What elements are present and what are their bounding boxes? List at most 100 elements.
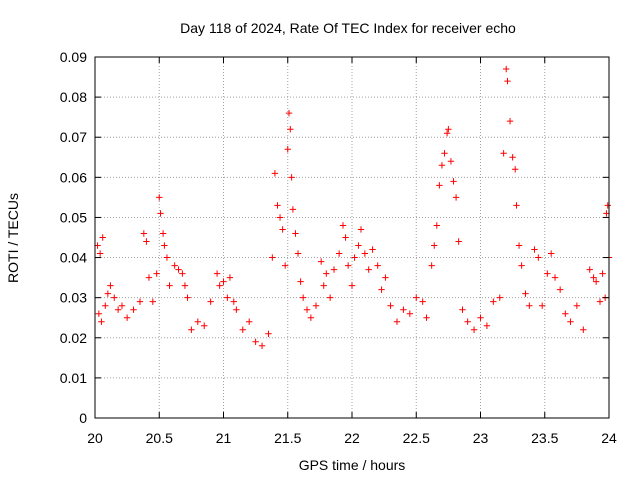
data-point [279,226,286,233]
data-point [509,154,516,161]
y-tick-label: 0.05 [60,209,87,225]
data-point [436,182,443,189]
x-tick-label: 23 [473,430,489,446]
data-point [506,117,514,125]
y-tick-label: 0.03 [60,290,87,306]
data-point [431,242,438,249]
data-point [163,254,171,261]
data-point [216,282,223,289]
data-point [96,250,104,257]
data-point [382,274,389,281]
y-tick-label: 0.01 [60,370,87,386]
data-point [297,278,304,285]
data-point [149,298,157,305]
data-point [522,290,529,297]
data-point [342,234,349,241]
data-point [592,278,600,285]
data-point [246,318,253,325]
data-point [387,302,394,309]
data-point [455,238,462,245]
data-point [292,230,299,237]
data-point [175,266,182,273]
data-point [111,294,118,301]
data-point [445,126,452,133]
data-point [526,302,533,309]
data-point [284,146,291,153]
data-point [285,109,293,117]
grid-lines [95,57,609,418]
data-point [500,150,507,157]
data-point [99,234,106,241]
data-point [220,278,227,285]
data-point [224,294,231,301]
data-point [369,246,376,253]
data-point [511,166,519,173]
data-point [239,326,246,333]
data-point [365,266,372,273]
data-point [276,214,284,221]
data-point [504,77,511,85]
data-point [207,298,214,305]
data-point [317,258,325,265]
data-point [513,202,520,209]
data-points [94,65,613,349]
data-point [95,310,103,317]
data-point [258,342,266,349]
data-point [547,250,555,257]
x-tick-label: 21.5 [274,430,301,446]
data-point [496,294,503,301]
data-point [330,266,338,273]
data-point [339,222,347,229]
x-tick-label: 20 [87,430,103,446]
data-point [104,290,112,297]
data-point [348,282,356,289]
data-point [287,126,294,133]
data-point [433,222,441,229]
data-point [289,206,297,213]
data-point [143,238,150,245]
data-point [326,294,334,301]
data-point [450,178,457,185]
data-point [419,298,426,305]
data-point [188,326,195,333]
data-point [596,298,604,305]
data-point [562,310,569,317]
y-tick-label: 0.04 [60,250,87,266]
chart-title: Day 118 of 2024, Rate Of TEC Index for r… [180,20,516,36]
x-axis-ticks: 20 20.5 21 21.5 22 22.5 23 23.5 24 [87,57,617,446]
y-tick-label: 0 [79,410,87,426]
data-point [452,194,460,201]
data-point [107,282,114,289]
data-point [130,306,137,313]
data-point [400,306,407,313]
data-point [378,286,385,293]
data-point [483,322,491,329]
data-point [140,230,148,237]
data-point [123,314,131,321]
data-point [477,314,484,321]
data-point [226,274,234,281]
data-point [344,262,352,269]
data-point [274,202,281,209]
data-point [102,302,109,309]
data-point [459,306,466,313]
data-point [145,274,153,281]
data-point [156,194,163,201]
x-tick-label: 20.5 [146,430,173,446]
data-point [303,306,311,313]
data-point [281,262,289,269]
data-point [159,230,167,237]
data-point [157,210,164,217]
data-point [599,270,606,277]
data-point [161,242,168,249]
x-axis-label: GPS time / hours [299,457,406,473]
y-tick-label: 0.08 [60,89,87,105]
data-point [271,170,279,177]
data-point [535,254,542,261]
data-point [213,270,221,277]
data-point [153,270,160,277]
data-point [374,262,381,269]
data-point [166,282,173,289]
data-point [320,282,327,289]
